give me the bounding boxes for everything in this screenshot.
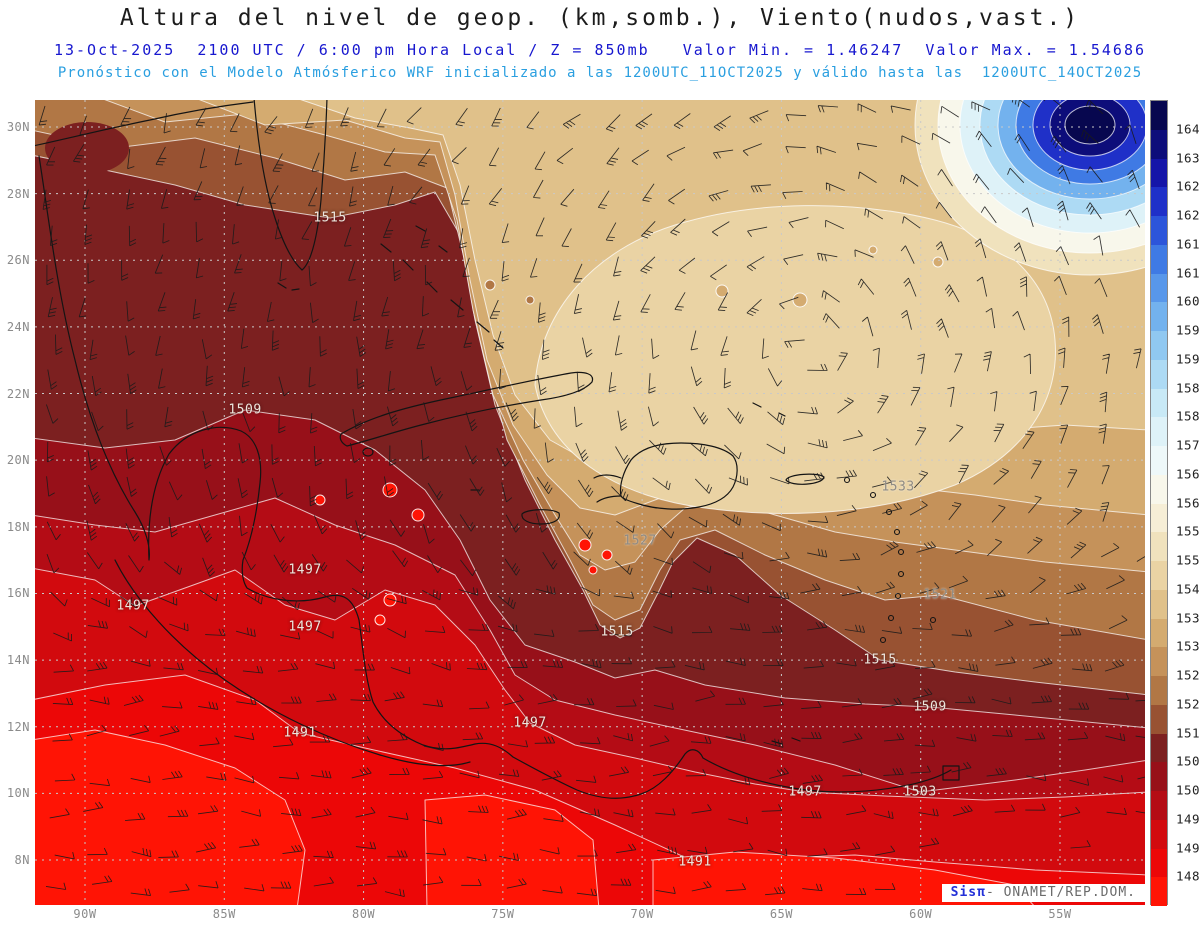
colorbar-segment xyxy=(1151,129,1167,159)
colorbar-segment xyxy=(1151,561,1167,590)
lat-tick-label: 8N xyxy=(14,852,30,867)
colorbar-segment xyxy=(1151,532,1167,561)
colorbar-segment xyxy=(1151,474,1167,504)
colorbar-tick-label: 1605 xyxy=(1176,293,1200,309)
colorbar-tick-label: 1575 xyxy=(1176,437,1200,453)
colorbar-tick-label: 1557 xyxy=(1176,523,1200,539)
coastlines-layer xyxy=(35,100,960,799)
colorbar-segment xyxy=(1151,647,1167,676)
valid-time-line: 13-Oct-2025 2100 UTC / 6:00 pm Hora Loca… xyxy=(53,41,1147,59)
model-info-line: Pronóstico con el Modelo Atmósferico WRF… xyxy=(57,65,1143,81)
lon-tick-label: 85W xyxy=(212,907,236,921)
map-canvas xyxy=(35,100,1145,905)
lon-tick-label: 75W xyxy=(491,907,515,921)
colorbar-segments xyxy=(1150,100,1168,906)
colorbar-segment xyxy=(1151,819,1167,849)
colorbar-tick-label: 1521 xyxy=(1176,696,1200,712)
colorbar-tick-label: 1599 xyxy=(1176,322,1200,338)
lon-tick-label: 60W xyxy=(909,907,933,921)
colorbar-tick-label: 1545 xyxy=(1176,581,1200,597)
colorbar-tick-label: 1539 xyxy=(1176,610,1200,625)
colorbar-segment xyxy=(1151,359,1167,389)
colorbar-tick-label: 1533 xyxy=(1176,638,1200,654)
colorbar-segment xyxy=(1151,101,1167,130)
colorbar-tick-label: 1527 xyxy=(1176,667,1200,683)
lat-tick-label: 16N xyxy=(6,586,30,601)
lat-tick-label: 30N xyxy=(6,120,30,134)
map-area: 1515 1509 1497 1497 1497 1491 1497 1515 1527 1533… xyxy=(35,100,1145,905)
colorbar-segment xyxy=(1151,848,1167,878)
shaded-field-layer xyxy=(35,100,1145,905)
colorbar-segment xyxy=(1151,331,1167,360)
lat-tick-label: 10N xyxy=(6,786,30,801)
latlon-grid-layer xyxy=(35,100,1145,905)
colorbar-tick-label: 1503 xyxy=(1176,782,1200,798)
colorbar-tick-label: 1593 xyxy=(1176,351,1200,367)
lat-tick-label: 28N xyxy=(6,186,30,201)
lat-tick-label: 14N xyxy=(6,653,30,668)
colorbar-tick-label: 1509 xyxy=(1176,753,1200,769)
colorbar-tick-label: 1635 xyxy=(1176,150,1200,165)
lon-tick-label: 90W xyxy=(73,907,97,921)
watermark-text: - ONAMET/REP.DOM. xyxy=(985,885,1136,900)
lon-tick-label: 65W xyxy=(769,907,794,921)
lat-tick-label: 18N xyxy=(6,519,30,534)
upper-high-rings-layer xyxy=(914,100,1145,276)
colorbar-tick-label: 1617 xyxy=(1176,236,1200,252)
wind-barbs-layer xyxy=(38,100,1145,898)
colorbar-tick-label: 1491 xyxy=(1176,840,1200,855)
colorbar-segment xyxy=(1151,388,1167,418)
colorbar-segment xyxy=(1151,244,1167,274)
lon-tick-label: 70W xyxy=(630,907,654,921)
watermark-logo: Sisπ xyxy=(950,885,986,900)
colorbar-tick-label: 1623 xyxy=(1176,207,1200,223)
colorbar-segment xyxy=(1151,589,1167,619)
colorbar-tick-label: 1497 xyxy=(1176,811,1200,827)
colorbar-segment xyxy=(1151,216,1167,245)
colorbar-segment xyxy=(1151,503,1167,533)
colorbar-segment xyxy=(1151,704,1167,734)
colorbar-segment xyxy=(1151,618,1167,648)
colorbar-tick-label: 1587 xyxy=(1176,380,1200,395)
colorbar-segment xyxy=(1151,733,1167,763)
lat-tick-label: 26N xyxy=(6,253,30,268)
colorbar-segment xyxy=(1151,791,1167,820)
colorbar-segment xyxy=(1151,302,1167,331)
small-closed-contours-layer xyxy=(314,245,944,626)
lat-tick-label: 20N xyxy=(6,453,30,468)
colorbar-segment xyxy=(1151,158,1167,188)
chart-title: Altura del nivel de geop. (km,somb.), Vi… xyxy=(119,5,1081,31)
colorbar-tick-label: 1629 xyxy=(1176,178,1200,194)
lon-tick-label: 80W xyxy=(351,907,376,921)
lat-tick-label: 12N xyxy=(6,719,30,734)
colorbar-segment xyxy=(1151,273,1167,303)
colorbar-segment xyxy=(1151,187,1167,216)
colorbar-segment xyxy=(1151,877,1167,906)
colorbar-segment xyxy=(1151,446,1167,475)
watermark: Sisπ- ONAMET/REP.DOM. xyxy=(941,884,1145,902)
lon-tick-label: 55W xyxy=(1048,907,1072,921)
lat-tick-label: 22N xyxy=(6,386,30,401)
colorbar-tick-label: 1569 xyxy=(1176,466,1200,482)
colorbar-segment xyxy=(1151,676,1167,705)
colorbar-tick-label: 1563 xyxy=(1176,495,1200,510)
colorbar-segment xyxy=(1151,762,1167,791)
lat-tick-label: 24N xyxy=(6,319,30,334)
colorbar-tick-label: 1515 xyxy=(1176,725,1200,740)
colorbar-tick-label: 1485 xyxy=(1176,868,1200,884)
colorbar-segment xyxy=(1151,417,1167,446)
